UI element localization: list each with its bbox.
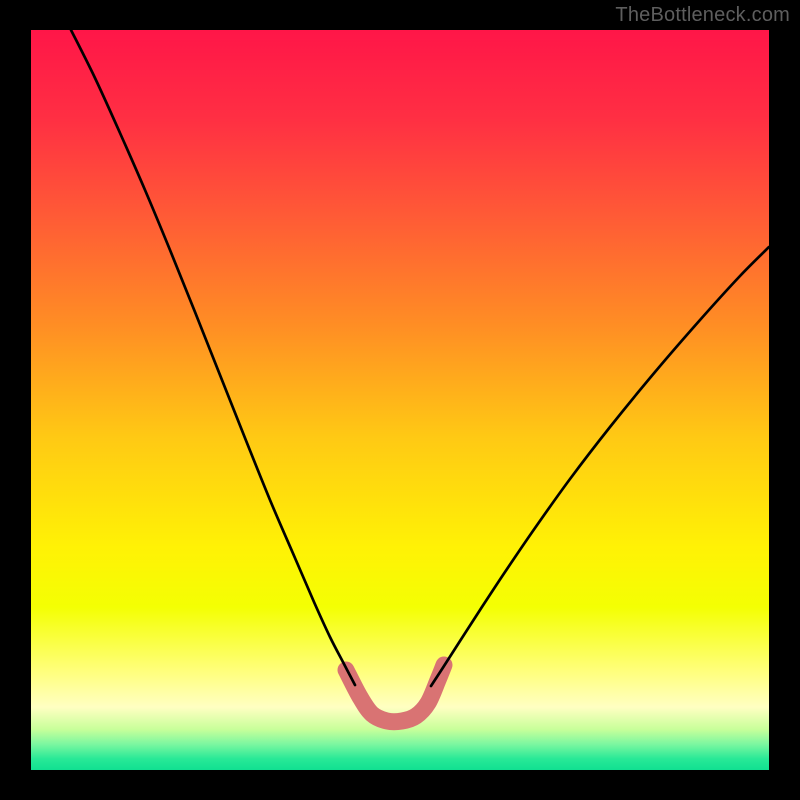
chart-stage: TheBottleneck.com [0, 0, 800, 800]
heat-gradient-background [31, 30, 769, 770]
plot-area [31, 30, 769, 770]
watermark-text: TheBottleneck.com [615, 4, 790, 27]
